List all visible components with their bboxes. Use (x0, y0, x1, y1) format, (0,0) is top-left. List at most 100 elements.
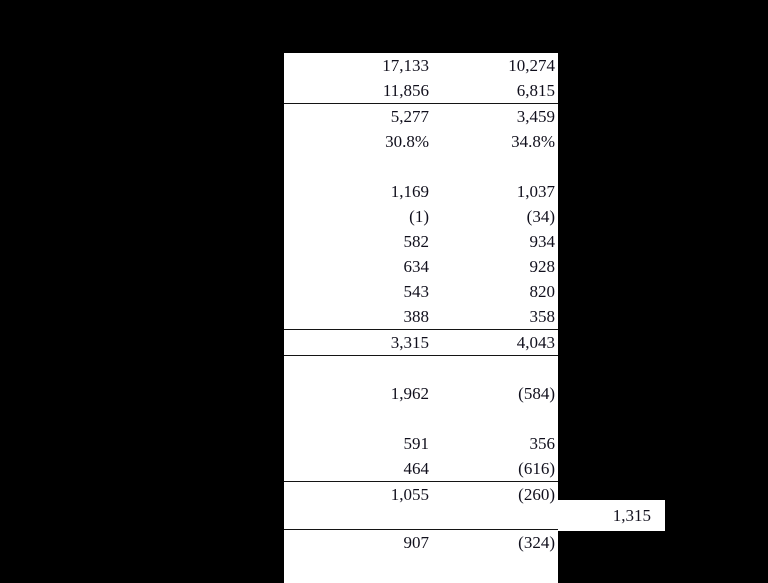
cell-col2: 928 (529, 257, 556, 276)
cell-col1-total: 3,315 (301, 329, 429, 356)
table-row: (1) (34) (284, 204, 558, 229)
table-row: 1,169 1,037 (284, 179, 558, 204)
auxiliary-table: 1,315 (558, 500, 665, 531)
row-gutter (284, 279, 301, 304)
cell-col1: 582 (403, 232, 430, 251)
financial-table-panel: 17,133 10,274 11,856 6,815 5,277 3,459 3… (284, 53, 558, 583)
table-spacer-row (284, 507, 558, 530)
table-total-row: 907 (324) (284, 530, 558, 556)
table-row: 17,133 10,274 (284, 53, 558, 78)
table-row: 543 820 (284, 279, 558, 304)
cell-col2 (429, 154, 555, 179)
table-row: 388 358 (284, 304, 558, 330)
row-pad (555, 154, 558, 179)
row-gutter (284, 507, 301, 530)
table-total-row: 1,055 (260) (284, 482, 558, 508)
table-row: 11,856 6,815 (284, 78, 558, 104)
row-pad (555, 78, 558, 104)
row-pad (555, 254, 558, 279)
table-row: 1,962 (584) (284, 381, 558, 406)
row-gutter (284, 304, 301, 330)
row-pad (555, 179, 558, 204)
row-pad (555, 53, 558, 78)
row-pad (555, 204, 558, 229)
row-gutter (284, 129, 301, 154)
cell-col1-total: 907 (403, 533, 430, 552)
row-pad (555, 129, 558, 154)
row-gutter (284, 53, 301, 78)
cell-col2 (429, 406, 555, 431)
cell-col2-total: (260) (518, 485, 555, 504)
row-pad (555, 507, 558, 530)
cell-col2 (429, 507, 555, 530)
cell-col1 (301, 406, 429, 431)
table-row: 591 356 (284, 431, 558, 456)
cell-col1: 5,277 (390, 107, 429, 126)
table-row: 634 928 (284, 254, 558, 279)
row-gutter (284, 204, 301, 229)
row-gutter (284, 229, 301, 254)
table-spacer-row (284, 406, 558, 431)
table-spacer-row (284, 154, 558, 179)
row-pad (555, 229, 558, 254)
table-row: 464 (616) (284, 456, 558, 482)
row-gutter (284, 406, 301, 431)
table-row: 582 934 (284, 229, 558, 254)
row-pad (555, 431, 558, 456)
row-gutter (284, 179, 301, 204)
cell-col1: 464 (301, 456, 429, 482)
row-gutter (284, 482, 301, 508)
cell-col2: 820 (529, 282, 556, 301)
cell-col2: 6,815 (429, 78, 555, 104)
cell-col1-negative: (1) (409, 207, 429, 226)
cell-col1 (301, 507, 429, 530)
row-pad (555, 329, 558, 356)
row-pad (555, 530, 558, 556)
row-pad (555, 381, 558, 406)
row-pad (555, 279, 558, 304)
row-gutter (284, 254, 301, 279)
table-row: 1,315 (558, 500, 665, 531)
row-pad (555, 456, 558, 482)
cell-col2-percent: 34.8% (511, 132, 555, 151)
cell-col2: 358 (429, 304, 555, 330)
cell-col2: 10,274 (508, 56, 555, 75)
cell-col1: 1,169 (390, 182, 429, 201)
cell-col1-total: 1,055 (390, 485, 429, 504)
row-pad (555, 304, 558, 330)
cell-col1: 591 (403, 434, 430, 453)
row-gutter (284, 329, 301, 356)
cell-col2-total: 4,043 (429, 329, 555, 356)
cell-col1: 17,133 (382, 56, 429, 75)
cell-col3-total: 1,315 (612, 506, 651, 525)
row-gutter (284, 431, 301, 456)
row-gutter (284, 381, 301, 406)
cell-col1: 543 (403, 282, 430, 301)
cell-col1-percent: 30.8% (385, 132, 429, 151)
row-pad (555, 356, 558, 382)
table-row: 5,277 3,459 (284, 104, 558, 130)
row-pad (555, 104, 558, 130)
cell-col2-negative: (616) (429, 456, 555, 482)
row-gutter (284, 530, 301, 556)
cell-col2-total: (324) (518, 533, 555, 552)
table-total-row: 3,315 4,043 (284, 329, 558, 356)
cell-col2-negative: (34) (526, 207, 555, 226)
cell-col1: 388 (301, 304, 429, 330)
table-spacer-row (284, 356, 558, 382)
cell-col2: 3,459 (516, 107, 555, 126)
cell-col1: 11,856 (301, 78, 429, 104)
auxiliary-value-panel: 1,315 (558, 500, 665, 531)
row-gutter (284, 154, 301, 179)
cell-col1: 1,962 (390, 384, 429, 403)
cell-col2: 356 (529, 434, 556, 453)
cell-col2-negative: (584) (518, 384, 555, 403)
row-gutter (284, 104, 301, 130)
cell-col2: 934 (529, 232, 556, 251)
cell-col2 (429, 356, 555, 382)
row-gutter (284, 456, 301, 482)
financial-table: 17,133 10,274 11,856 6,815 5,277 3,459 3… (284, 53, 558, 555)
row-pad (555, 406, 558, 431)
row-gutter (284, 78, 301, 104)
cell-col1: 634 (403, 257, 430, 276)
